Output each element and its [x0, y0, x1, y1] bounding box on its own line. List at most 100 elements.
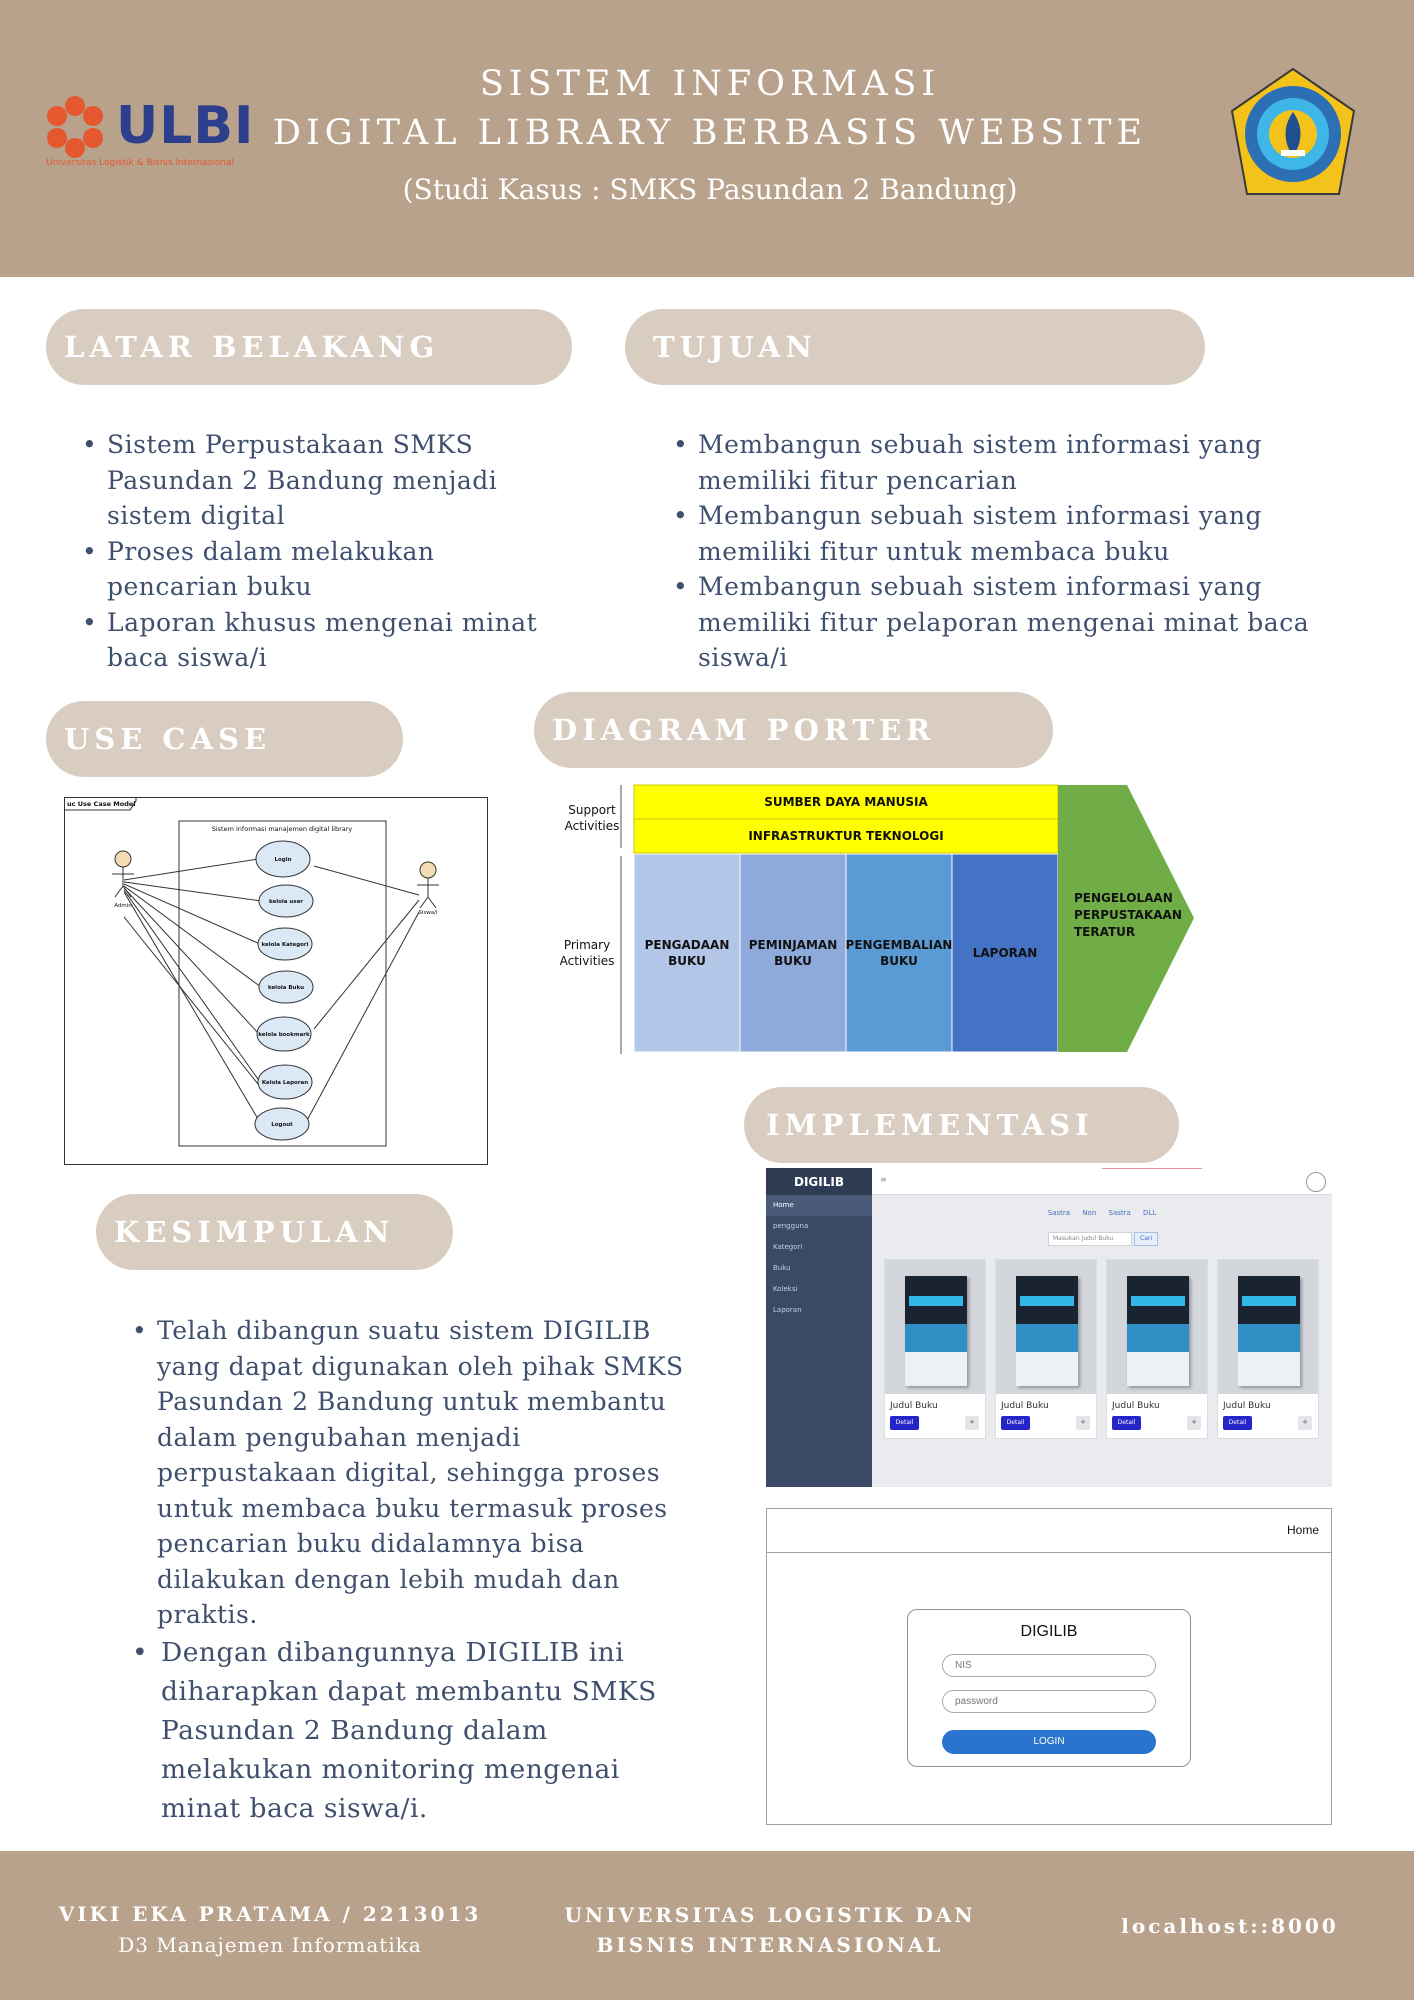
- book-cover-image: [885, 1260, 985, 1394]
- porter-primary-text: PENGADAAN: [645, 938, 730, 952]
- sidebar-item-home[interactable]: Home: [766, 1195, 872, 1216]
- poster-title-line1: SISTEM INFORMASI: [479, 64, 941, 104]
- uc-frame-label: uc Use Case Model: [67, 800, 135, 808]
- list-item: Telah dibangun suatu sistem DIGILIB yang…: [128, 1313, 688, 1633]
- uc-actor-admin: Admin: [114, 903, 132, 909]
- book-detail-button[interactable]: Detail: [1112, 1416, 1141, 1430]
- tujuan-heading: TUJUAN: [625, 309, 1205, 385]
- poster-title-line2: DIGITAL LIBRARY BERBASIS WEBSITE: [272, 113, 1148, 153]
- book-cover-image: [1218, 1260, 1318, 1394]
- porter-support-label-1: Support: [568, 803, 616, 817]
- ulbi-wordmark: ULBI: [116, 96, 255, 156]
- sidebar-item-laporan[interactable]: Laporan: [773, 1306, 802, 1314]
- footer-university: UNIVERSITAS LOGISTIK DAN BISNIS INTERNAS…: [540, 1900, 1000, 1960]
- porter-primary-text: BUKU: [668, 954, 706, 968]
- book-add-button[interactable]: +: [965, 1416, 979, 1430]
- footer-url: localhost::8000: [1121, 1914, 1339, 1938]
- porter-primary-label-1: Primary: [564, 938, 610, 952]
- book-cover-title-band: [1131, 1296, 1185, 1306]
- login-button[interactable]: LOGIN: [942, 1730, 1156, 1754]
- porter-support-box: [633, 818, 1059, 854]
- porter-margin-text: TERATUR: [1074, 925, 1135, 939]
- latar-belakang-list: Sistem Perpustakaan SMKS Pasundan 2 Band…: [78, 427, 568, 676]
- nav-home-link[interactable]: Home: [1286, 1523, 1319, 1537]
- footer-university-line1: UNIVERSITAS LOGISTIK DAN: [564, 1903, 976, 1927]
- digilib-brand: DIGILIB: [766, 1168, 872, 1195]
- book-cover-band: [1127, 1324, 1189, 1352]
- porter-primary-text: BUKU: [774, 954, 812, 968]
- book-search-input[interactable]: Masukan judul Buku: [1048, 1232, 1132, 1246]
- book-card[interactable]: Judul Buku Detail +: [1217, 1259, 1319, 1439]
- book-image: [905, 1276, 967, 1386]
- book-title: Judul Buku: [1112, 1401, 1160, 1411]
- footer-program: D3 Manajemen Informatika: [118, 1933, 422, 1957]
- book-cover-image: [1107, 1260, 1207, 1394]
- porter-primary-box: [633, 853, 741, 1053]
- uc-case-login: Login: [274, 857, 291, 863]
- porter-primary-text: PENGEMBALIAN: [846, 938, 953, 952]
- book-add-button[interactable]: +: [1298, 1416, 1312, 1430]
- user-avatar-icon[interactable]: [1306, 1172, 1326, 1192]
- digilib-sidebar: DIGILIB Home pengguna Kategori Buku Kole…: [766, 1168, 872, 1487]
- footer-author: VIKI EKA PRATAMA / 2213013: [58, 1902, 482, 1926]
- list-item: Membangun sebuah sistem informasi yang m…: [669, 427, 1319, 498]
- ulbi-tagline: Universitas Logistik & Bisnis Internasio…: [46, 158, 235, 168]
- sidebar-item-buku[interactable]: Buku: [773, 1264, 791, 1272]
- diagram-porter-heading: DIAGRAM PORTER: [534, 692, 1053, 768]
- book-card[interactable]: Judul Buku Detail +: [1106, 1259, 1208, 1439]
- login-navbar: Home: [767, 1509, 1331, 1553]
- porter-primary-text: LAPORAN: [973, 946, 1038, 960]
- use-case-heading: USE CASE: [46, 701, 403, 777]
- book-add-button[interactable]: +: [1187, 1416, 1201, 1430]
- book-search-button[interactable]: Cari: [1134, 1232, 1158, 1246]
- list-item: Laporan khusus mengenai minat baca siswa…: [78, 605, 568, 676]
- porter-primary-text: PEMINJAMAN: [749, 938, 837, 952]
- book-title: Judul Buku: [890, 1401, 938, 1411]
- implementasi-heading: IMPLEMENTASI: [744, 1087, 1179, 1163]
- book-card[interactable]: Judul Buku Detail +: [995, 1259, 1097, 1439]
- digilib-topbar: ≡: [872, 1168, 1332, 1195]
- use-case-diagram: uc Use Case Model Sistem informasi manaj…: [64, 797, 488, 1165]
- uc-case-kelola-buku: kelola Buku: [268, 985, 304, 991]
- porter-support-label-2: Activities: [565, 819, 620, 833]
- book-cover-bottom: [1238, 1352, 1300, 1386]
- topbar-underline: [1102, 1168, 1202, 1169]
- book-card[interactable]: Judul Buku Detail +: [884, 1259, 986, 1439]
- book-add-button[interactable]: +: [1076, 1416, 1090, 1430]
- login-card: DIGILIB NIS password LOGIN: [907, 1609, 1191, 1767]
- porter-support-text: SUMBER DAYA MANUSIA: [764, 795, 928, 809]
- sidebar-item-kategori[interactable]: Kategori: [773, 1243, 803, 1251]
- kesimpulan-list: Telah dibangun suatu sistem DIGILIB yang…: [128, 1313, 688, 1828]
- book-cover-band: [1016, 1324, 1078, 1352]
- kesimpulan-heading: KESIMPULAN: [96, 1194, 453, 1270]
- sidebar-item-pengguna[interactable]: pengguna: [773, 1222, 809, 1230]
- digilib-login-screenshot: Home DIGILIB NIS password LOGIN: [766, 1508, 1332, 1825]
- uc-case-kelola-user: kelola user: [269, 899, 303, 905]
- nis-field[interactable]: NIS: [942, 1654, 1156, 1677]
- book-detail-button[interactable]: Detail: [1001, 1416, 1030, 1430]
- book-detail-button[interactable]: Detail: [890, 1416, 919, 1430]
- book-detail-button[interactable]: Detail: [1223, 1416, 1252, 1430]
- uc-case-logout: Logout: [271, 1122, 293, 1128]
- category-links[interactable]: Sastra Non Sastra DLL: [1047, 1209, 1157, 1217]
- footer-banner: [0, 1851, 1414, 2000]
- porter-support-text: INFRASTRUKTUR TEKNOLOGI: [748, 829, 943, 843]
- list-item: Dengan dibangunnya DIGILIB ini diharapka…: [128, 1633, 688, 1828]
- porter-margin-arrow: [1058, 785, 1194, 1052]
- list-item: Membangun sebuah sistem informasi yang m…: [669, 498, 1319, 569]
- sidebar-item-koleksi[interactable]: Koleksi: [773, 1285, 798, 1293]
- porter-primary-text: BUKU: [880, 954, 918, 968]
- password-field[interactable]: password: [942, 1690, 1156, 1713]
- digilib-dashboard-screenshot: DIGILIB Home pengguna Kategori Buku Kole…: [766, 1168, 1332, 1487]
- login-title: DIGILIB: [1020, 1623, 1078, 1640]
- porter-primary-box: [739, 853, 847, 1053]
- book-image: [1016, 1276, 1078, 1386]
- book-cover-band: [1238, 1324, 1300, 1352]
- footer-university-line2: BISNIS INTERNASIONAL: [596, 1933, 944, 1957]
- list-item: Membangun sebuah sistem informasi yang m…: [669, 569, 1319, 676]
- hamburger-icon[interactable]: ≡: [880, 1175, 887, 1184]
- porter-margin-text: PENGELOLAAN: [1074, 891, 1173, 905]
- porter-primary-box: [951, 853, 1059, 1053]
- book-cover-title-band: [909, 1296, 963, 1306]
- book-image: [1127, 1276, 1189, 1386]
